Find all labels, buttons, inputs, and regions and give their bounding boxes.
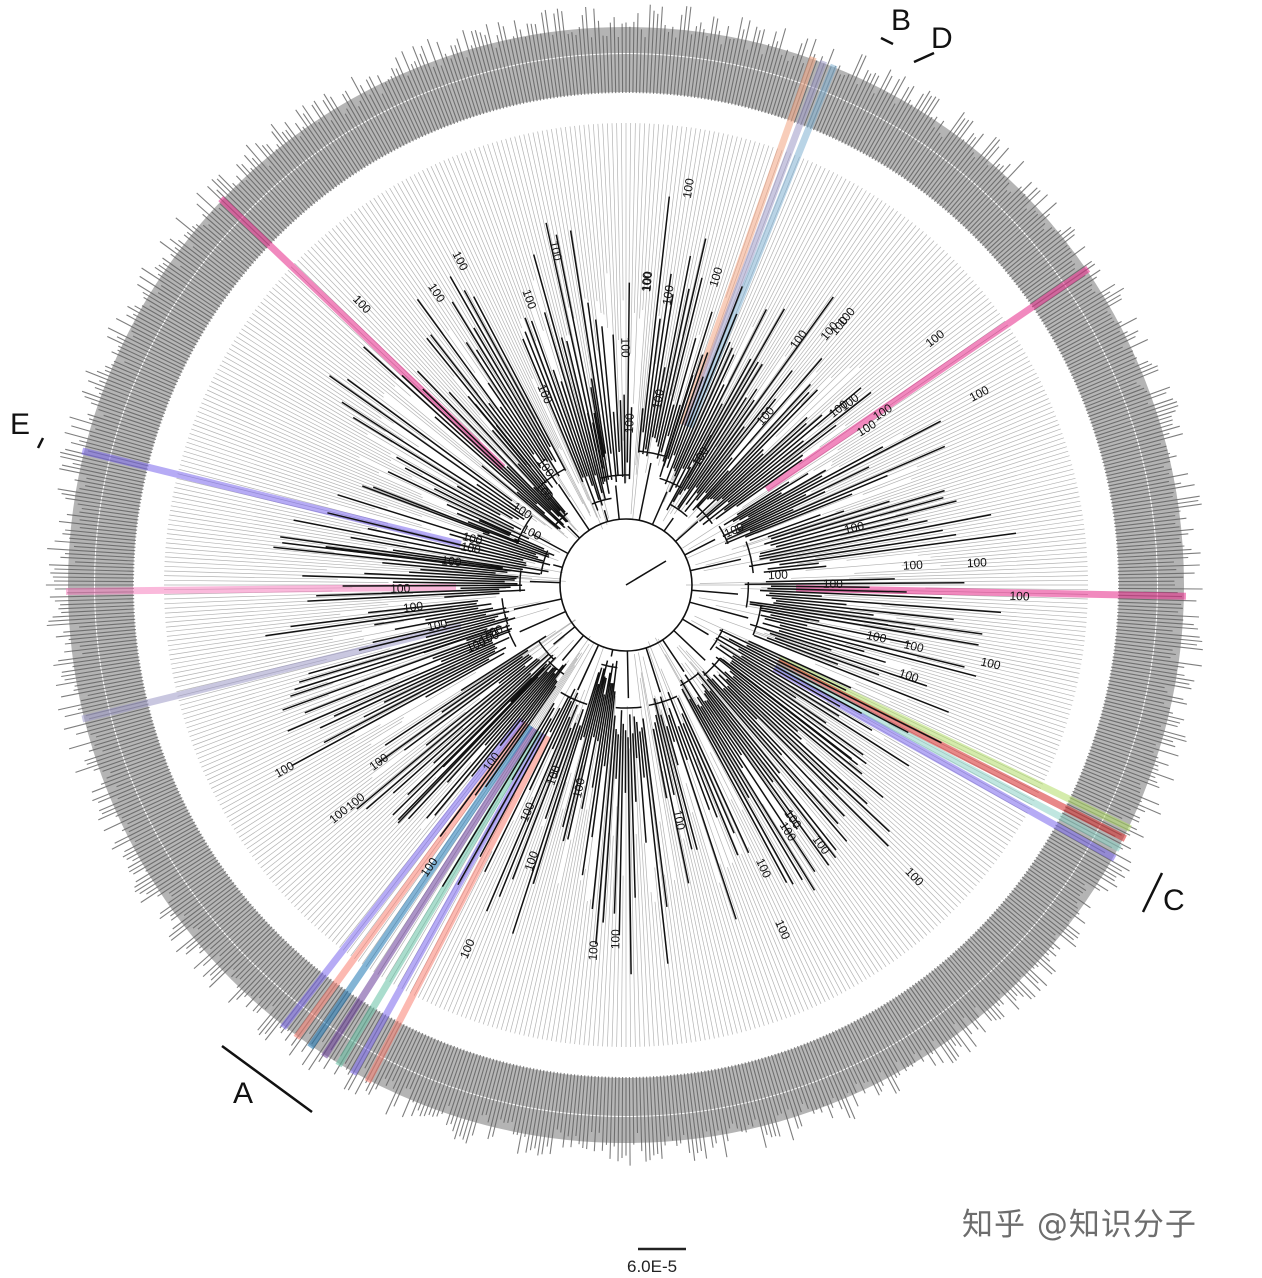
support-value: 100 <box>865 628 888 646</box>
support-value: 100 <box>640 270 656 291</box>
support-value: 100 <box>622 413 637 434</box>
clade-d-marker <box>913 51 935 64</box>
root-branch <box>625 560 667 586</box>
highlight-ray <box>218 196 506 471</box>
tree-backbone <box>265 196 1017 975</box>
support-value: 100 <box>481 622 505 642</box>
support-value: 100 <box>441 553 463 569</box>
highlight-ray <box>685 63 838 429</box>
clade-a-marker <box>221 1044 313 1114</box>
support-value: 100 <box>402 599 424 615</box>
support-value: 100 <box>639 271 655 292</box>
support-value: 100 <box>979 654 1002 672</box>
clade-marker-lines <box>36 36 1164 1114</box>
support-value: 100 <box>570 776 588 799</box>
support-value: 100 <box>426 616 449 634</box>
highlight-ray <box>293 720 529 1040</box>
highlight-ray <box>81 447 462 548</box>
clade-c-marker <box>1141 872 1164 913</box>
support-value: 100 <box>649 388 667 411</box>
support-value: 100 <box>670 809 688 832</box>
support-value: 100 <box>547 240 565 263</box>
ring-tip-bars <box>45 4 1203 1166</box>
clade-label-b: B <box>891 4 912 37</box>
highlight-ray <box>682 59 827 428</box>
support-value: 100 <box>459 539 482 557</box>
highlight-ray <box>335 729 542 1068</box>
clade-label-c: C <box>1163 884 1185 917</box>
clade-label-e: E <box>10 408 31 441</box>
support-value: 100 <box>768 567 789 582</box>
highlight-ray <box>795 584 1186 600</box>
highlight-ray <box>776 658 1127 842</box>
support-value: 100 <box>843 519 866 537</box>
support-value: 100 <box>897 666 921 686</box>
highlight-ray <box>764 265 1091 492</box>
highlight-ray <box>65 583 457 595</box>
watermark: 知乎 @知识分子 <box>962 1207 1197 1243</box>
clade-b-marker <box>880 36 894 46</box>
highlight-ray <box>364 734 551 1084</box>
support-value: 100 <box>902 637 925 655</box>
highlight-ray <box>307 723 533 1050</box>
support-value: 100 <box>967 555 988 570</box>
support-value: 100 <box>823 577 844 591</box>
support-value: 100 <box>608 929 622 950</box>
support-value: 100 <box>522 849 542 873</box>
clade-label-d: D <box>931 22 953 55</box>
support-value: 100 <box>544 763 564 787</box>
highlight-ray <box>772 664 1117 862</box>
support-value: 100 <box>706 265 725 289</box>
support-value: 100 <box>618 337 632 358</box>
backbone-branches <box>265 196 1017 975</box>
support-value: 100 <box>586 940 602 961</box>
support-value: 100 <box>390 581 411 596</box>
support-value: 100 <box>902 558 923 573</box>
highlighted-lineages <box>65 56 1186 1084</box>
highlight-ray <box>774 661 1122 852</box>
root-arc <box>559 518 693 652</box>
clade-label-a: A <box>233 1077 254 1110</box>
highlight-ray <box>777 655 1132 832</box>
support-value: 100 <box>680 177 697 199</box>
support-value: 100 <box>461 529 484 548</box>
clade-e-marker <box>36 437 45 449</box>
scale-bar-label: 6.0E-5 <box>627 1257 678 1276</box>
highlight-ray <box>280 717 525 1030</box>
support-value: 100 <box>519 287 539 311</box>
support-value: 100 <box>660 284 677 306</box>
highlight-ray <box>321 726 538 1059</box>
support-value: 100 <box>1009 589 1030 604</box>
